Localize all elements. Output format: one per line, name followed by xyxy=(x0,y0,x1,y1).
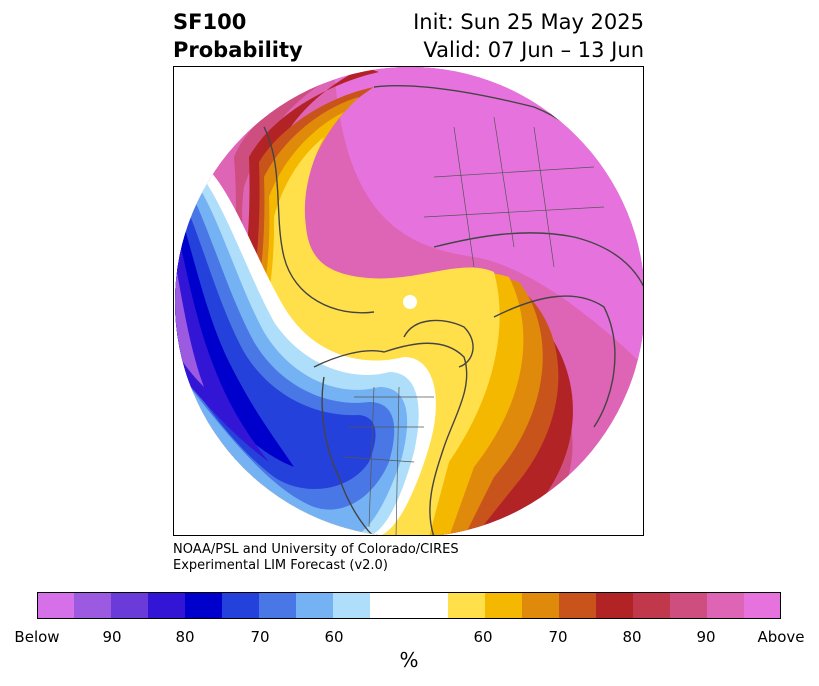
polar-map xyxy=(173,66,644,536)
colorbar-tick-label: 70 xyxy=(548,628,568,646)
borders xyxy=(343,116,605,535)
init-date: Init: Sun 25 May 2025 xyxy=(413,10,644,34)
colorbar-segment xyxy=(522,592,559,619)
forecast-dates: Init: Sun 25 May 2025 Valid: 07 Jun – 13… xyxy=(413,8,644,64)
valid-range: Valid: 07 Jun – 13 Jun xyxy=(423,38,644,62)
colorbar-tick-label: 80 xyxy=(175,628,195,646)
map-svg xyxy=(175,67,643,535)
colorbar-tick-label: Above xyxy=(757,628,805,646)
colorbar-tick-label: 70 xyxy=(250,628,270,646)
colorbar-unit: % xyxy=(399,648,419,672)
colorbar xyxy=(37,592,781,619)
product-name: SF100 xyxy=(173,10,247,34)
colorbar-segment xyxy=(74,592,111,619)
credit-text: NOAA/PSL and University of Colorado/CIRE… xyxy=(173,542,459,574)
credit-line-1: NOAA/PSL and University of Colorado/CIRE… xyxy=(173,542,459,557)
colorbar-segment xyxy=(111,592,148,619)
colorbar-segment xyxy=(596,592,633,619)
colorbar-segment xyxy=(333,592,370,619)
product-type: Probability xyxy=(173,38,303,62)
probability-field xyxy=(175,67,643,535)
colorbar-tick-label: Below xyxy=(14,628,60,646)
colorbar-segment xyxy=(148,592,185,619)
colorbar-tick-label: 90 xyxy=(102,628,122,646)
colorbar-segment xyxy=(633,592,670,619)
colorbar-tick-label: 90 xyxy=(696,628,716,646)
colorbar-segment xyxy=(744,592,781,619)
north-pole-marker xyxy=(403,295,417,309)
colorbar-segment xyxy=(222,592,259,619)
colorbar-tick-label: 60 xyxy=(324,628,344,646)
colorbar-tick-label: 60 xyxy=(473,628,493,646)
colorbar-segment xyxy=(448,592,485,619)
colorbar-segment xyxy=(559,592,596,619)
credit-line-2: Experimental LIM Forecast (v2.0) xyxy=(173,558,388,573)
colorbar-segment xyxy=(185,592,222,619)
product-title: SF100 Probability xyxy=(173,8,303,64)
colorbar-segment xyxy=(370,592,448,619)
colorbar-segment xyxy=(37,592,74,619)
colorbar-segment xyxy=(485,592,522,619)
colorbar-segment xyxy=(707,592,744,619)
colorbar-segment xyxy=(296,592,333,619)
colorbar-segment xyxy=(259,592,296,619)
colorbar-border xyxy=(37,592,781,619)
colorbar-segment xyxy=(670,592,707,619)
colorbar-tick-label: 80 xyxy=(622,628,642,646)
